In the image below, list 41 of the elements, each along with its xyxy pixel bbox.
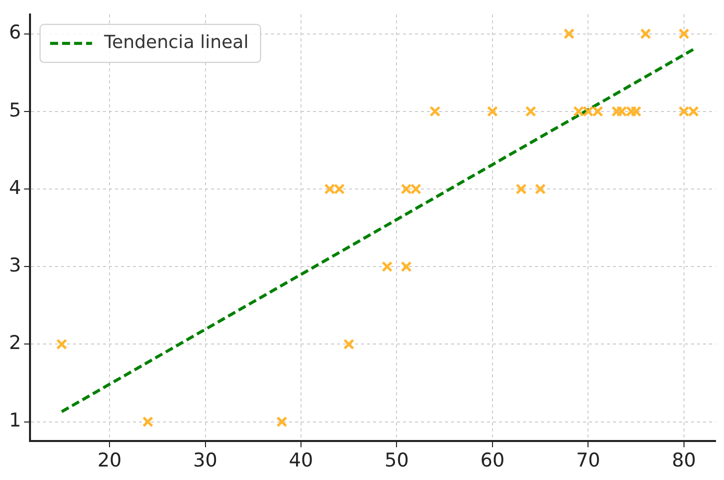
point: [410, 184, 422, 194]
point: [382, 261, 393, 272]
point: [611, 106, 622, 117]
point: [525, 106, 536, 117]
x-tick-label: 20: [97, 450, 122, 472]
x-tick-label: 80: [672, 450, 696, 472]
y-tick-label: 1: [8, 410, 22, 432]
point: [616, 106, 628, 117]
x-tick-label: 60: [480, 450, 505, 472]
point: [640, 28, 652, 40]
point: [430, 106, 441, 117]
point: [343, 338, 354, 350]
point: [400, 184, 412, 194]
y-tick-label: 6: [8, 22, 22, 44]
point: [486, 106, 498, 117]
point: [324, 184, 336, 194]
point: [688, 106, 699, 117]
point: [626, 106, 637, 117]
point: [630, 106, 642, 117]
point: [142, 416, 154, 428]
y-tick-label: 3: [8, 254, 22, 277]
point: [334, 184, 345, 194]
x-tick-label: 50: [384, 450, 409, 472]
point: [592, 106, 604, 117]
point: [400, 261, 412, 272]
point: [678, 28, 690, 40]
y-tick-label: 5: [8, 99, 22, 122]
point: [678, 106, 690, 117]
point: [582, 106, 594, 117]
point: [516, 184, 527, 194]
y-tick-label: 2: [8, 332, 22, 354]
x-tick-label: 30: [193, 450, 218, 472]
point: [534, 184, 546, 194]
x-tick-label: 70: [576, 450, 600, 472]
y-tick-label: 4: [8, 176, 22, 199]
point: [56, 338, 68, 350]
point: [573, 106, 584, 117]
legend-label: Tendencia lineal: [103, 32, 249, 54]
x-tick-label: 40: [288, 450, 314, 472]
point: [564, 28, 575, 40]
point: [276, 416, 288, 428]
